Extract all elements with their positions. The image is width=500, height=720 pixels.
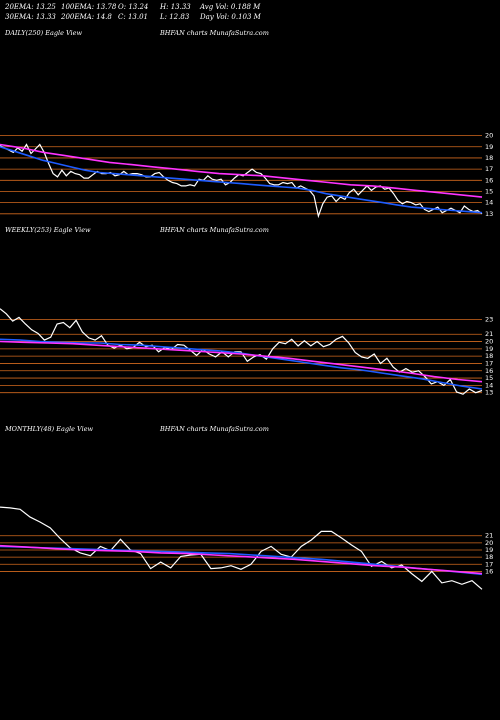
monthly-panel-label: MONTHLY(48) Eagle View — [5, 425, 94, 433]
ema30-stat: 30EMA: 13.33 — [5, 13, 56, 21]
ema100-stat: 100EMA: 13.78 — [61, 3, 117, 11]
daily-panel-label: DAILY(250) Eagle View — [5, 29, 83, 37]
weekly-panel-label: WEEKLY(253) Eagle View — [5, 226, 91, 234]
weekly-y-tick: 17 — [485, 359, 493, 367]
monthly-y-tick: 19 — [485, 546, 493, 554]
weekly-ema-slow-line — [0, 340, 483, 383]
daily-y-tick: 16 — [485, 176, 493, 184]
monthly-ema-fast-line — [0, 545, 483, 576]
weekly-y-tick: 21 — [485, 330, 493, 338]
low-stat: L: 12.83 — [160, 13, 190, 21]
close-stat: C: 13.01 — [118, 13, 148, 21]
daily-y-tick: 13 — [485, 210, 493, 218]
weekly-y-tick: 19 — [485, 345, 493, 353]
monthly-price-line — [0, 506, 483, 590]
daily-y-tick: 17 — [485, 165, 493, 173]
daily-y-tick: 14 — [485, 199, 493, 207]
weekly-y-tick: 16 — [485, 367, 493, 375]
daily-ema-slow-line — [0, 143, 483, 198]
avg-vol-stat: Avg Vol: 0.188 M — [200, 3, 261, 11]
daily-y-tick: 15 — [485, 187, 493, 195]
weekly-y-tick: 20 — [485, 338, 493, 346]
weekly-y-tick: 13 — [485, 389, 493, 397]
weekly-site-label: BHFAN charts MunafaSutra.com — [160, 226, 269, 234]
weekly-y-tick: 15 — [485, 374, 493, 382]
daily-ema-fast-line — [0, 146, 483, 214]
monthly-ema-slow-line — [0, 544, 483, 575]
monthly-y-tick: 21 — [485, 532, 493, 540]
open-stat: O: 13.24 — [118, 3, 149, 11]
monthly-site-label: BHFAN charts MunafaSutra.com — [160, 425, 269, 433]
weekly-price-line — [0, 308, 483, 395]
ema200-stat: 200EMA: 14.8 — [61, 13, 112, 21]
daily-y-tick: 19 — [485, 143, 493, 151]
daily-y-tick: 18 — [485, 154, 493, 162]
weekly-y-tick: 14 — [485, 381, 493, 389]
daily-site-label: BHFAN charts MunafaSutra.com — [160, 29, 269, 37]
high-stat: H: 13.33 — [160, 3, 191, 11]
daily-y-tick: 20 — [485, 132, 493, 140]
monthly-y-tick: 20 — [485, 539, 493, 547]
monthly-y-tick: 16 — [485, 567, 493, 575]
weekly-y-tick: 18 — [485, 352, 493, 360]
ema20-stat: 20EMA: 13.25 — [5, 3, 56, 11]
day-vol-stat: Day Vol: 0.103 M — [200, 13, 261, 21]
monthly-y-tick: 18 — [485, 553, 493, 561]
weekly-y-tick: 23 — [485, 316, 493, 324]
monthly-y-tick: 17 — [485, 560, 493, 568]
weekly-ema-fast-line — [0, 338, 483, 390]
